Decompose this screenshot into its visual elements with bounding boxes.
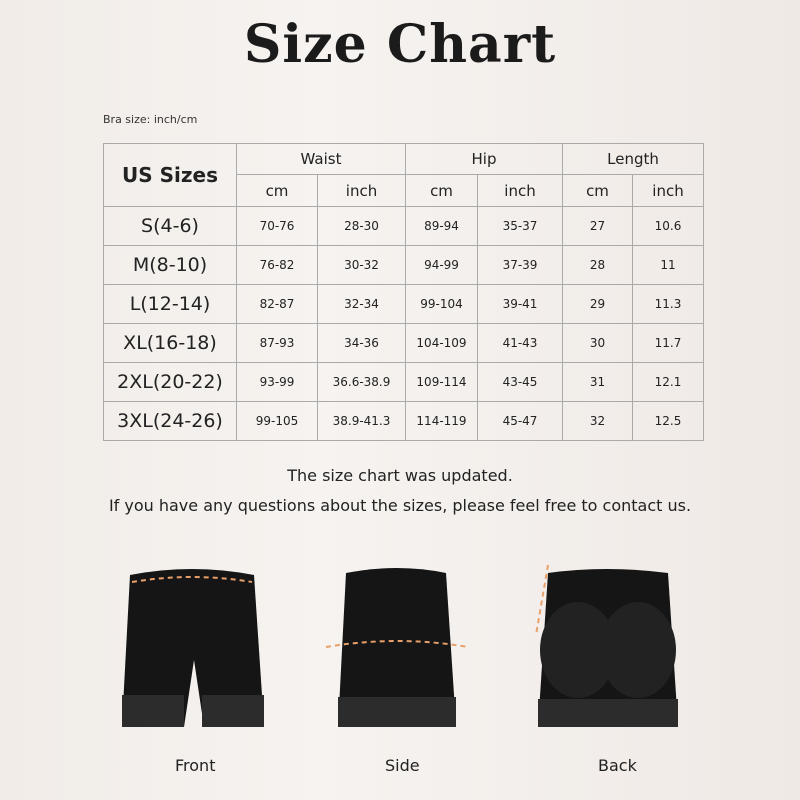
value-cell: 36.6-38.9 [317, 362, 406, 402]
length-header: Length [562, 143, 704, 175]
bra-size-note: Bra size: inch/cm [103, 113, 198, 126]
contact-note: If you have any questions about the size… [108, 496, 692, 515]
table-row: XL(16-18) 87-93 34-36 104-109 41-43 30 11.7 [103, 323, 704, 363]
hip-header: Hip [405, 143, 563, 175]
unit-header: cm [562, 174, 633, 207]
us-sizes-header: US Sizes [103, 143, 237, 207]
value-cell: 41-43 [477, 323, 563, 363]
value-cell: 76-82 [236, 245, 318, 285]
value-cell: 30 [562, 323, 633, 363]
value-cell: 28-30 [317, 206, 406, 246]
value-cell: 99-105 [236, 401, 318, 441]
back-product-image [535, 564, 678, 727]
table-row: L(12-14) 82-87 32-34 99-104 39-41 29 11.3 [103, 284, 704, 324]
value-cell: 43-45 [477, 362, 563, 402]
value-cell: 45-47 [477, 401, 563, 441]
unit-header: cm [405, 174, 478, 207]
value-cell: 12.5 [632, 401, 704, 441]
size-cell: S(4-6) [103, 206, 237, 246]
value-cell: 114-119 [405, 401, 478, 441]
value-cell: 38.9-41.3 [317, 401, 406, 441]
value-cell: 35-37 [477, 206, 563, 246]
front-label: Front [175, 756, 216, 775]
value-cell: 11 [632, 245, 704, 285]
value-cell: 89-94 [405, 206, 478, 246]
value-cell: 32 [562, 401, 633, 441]
side-product-image [325, 568, 469, 727]
size-cell: L(12-14) [103, 284, 237, 324]
page-title: Size Chart [243, 14, 557, 75]
value-cell: 70-76 [236, 206, 318, 246]
waist-header: Waist [236, 143, 406, 175]
value-cell: 39-41 [477, 284, 563, 324]
value-cell: 11.3 [632, 284, 704, 324]
table-row: M(8-10) 76-82 30-32 94-99 37-39 28 11 [103, 245, 704, 285]
table-row: S(4-6) 70-76 28-30 89-94 35-37 27 10.6 [103, 206, 704, 246]
side-label: Side [385, 756, 420, 775]
value-cell: 29 [562, 284, 633, 324]
size-cell: 2XL(20-22) [103, 362, 237, 402]
size-cell: 3XL(24-26) [103, 401, 237, 441]
size-table: US Sizes Waist Hip Length cm inch cm inch cm… [103, 143, 704, 441]
value-cell: 32-34 [317, 284, 406, 324]
value-cell: 104-109 [405, 323, 478, 363]
table-row: 2XL(20-22) 93-99 36.6-38.9 109-114 43-45 31 12… [103, 362, 704, 402]
value-cell: 109-114 [405, 362, 478, 402]
size-cell: M(8-10) [103, 245, 237, 285]
back-label: Back [598, 756, 637, 775]
value-cell: 37-39 [477, 245, 563, 285]
unit-header: inch [317, 174, 406, 207]
table-row: 3XL(24-26) 99-105 38.9-41.3 114-119 45-47 32 1… [103, 401, 704, 441]
value-cell: 10.6 [632, 206, 704, 246]
unit-header: inch [632, 174, 704, 207]
unit-header: cm [236, 174, 318, 207]
value-cell: 34-36 [317, 323, 406, 363]
value-cell: 82-87 [236, 284, 318, 324]
value-cell: 31 [562, 362, 633, 402]
value-cell: 11.7 [632, 323, 704, 363]
waist-measure-line [131, 576, 253, 583]
value-cell: 87-93 [236, 323, 318, 363]
value-cell: 93-99 [236, 362, 318, 402]
value-cell: 94-99 [405, 245, 478, 285]
hip-measure-line [325, 640, 469, 648]
front-product-image [122, 569, 264, 727]
value-cell: 30-32 [317, 245, 406, 285]
update-note: The size chart was updated. [287, 466, 513, 485]
length-measure-line [535, 564, 549, 636]
value-cell: 28 [562, 245, 633, 285]
size-cell: XL(16-18) [103, 323, 237, 363]
value-cell: 99-104 [405, 284, 478, 324]
value-cell: 27 [562, 206, 633, 246]
unit-header: inch [477, 174, 563, 207]
value-cell: 12.1 [632, 362, 704, 402]
